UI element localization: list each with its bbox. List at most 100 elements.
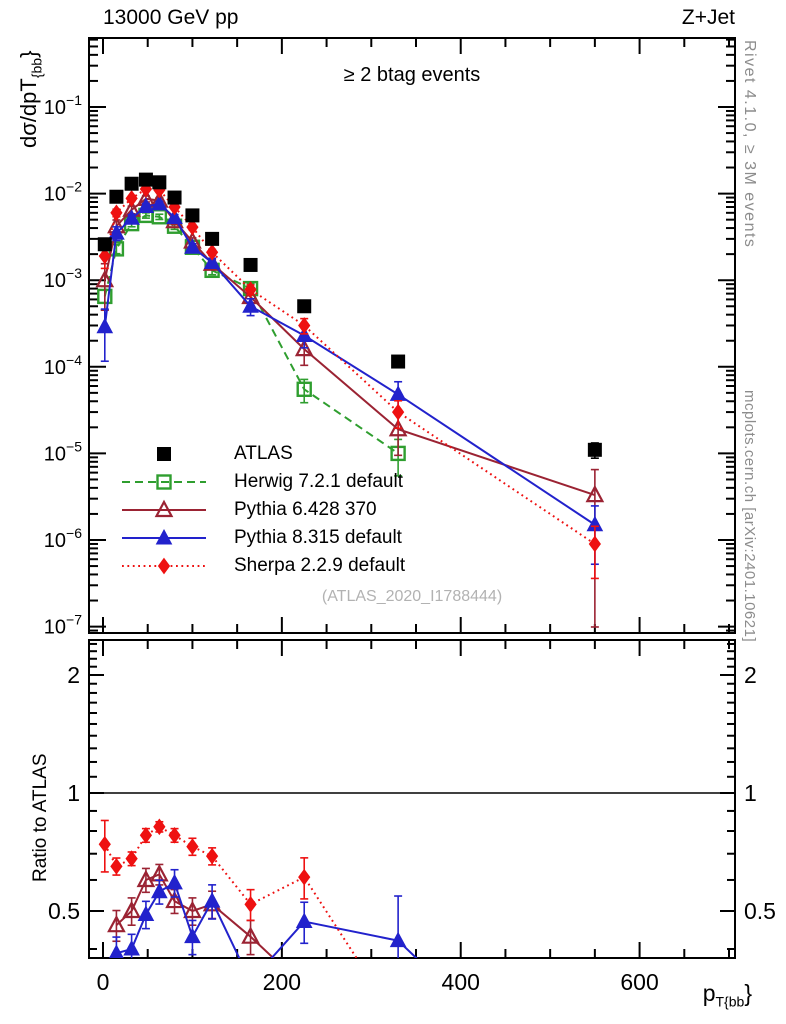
data-marker [123, 939, 140, 956]
data-marker [125, 850, 138, 868]
data-marker [393, 1015, 404, 1024]
ratio-y-tick-label-right: 0.5 [744, 898, 776, 924]
data-marker [122, 900, 141, 919]
series-pythia-6-428-370-ratio [107, 863, 275, 958]
legend-marker-sample [122, 474, 206, 490]
main-y-tick-label: 10−1 [44, 92, 82, 119]
data-marker [205, 231, 220, 246]
y-axis-label-sub: {bb [28, 57, 45, 79]
legend-item-pythia-6-428-370: Pythia 6.428 370 [116, 496, 405, 524]
data-marker [391, 354, 406, 369]
ratio-y-tick-label-right: 1 [744, 780, 757, 806]
data-marker [244, 281, 257, 298]
data-marker [166, 873, 183, 890]
data-marker [184, 927, 201, 944]
data-marker [136, 869, 156, 888]
legend-item-herwig-7-2-1-default: Herwig 7.2.1 default [116, 468, 405, 496]
data-marker [184, 238, 201, 254]
data-marker [166, 208, 183, 224]
data-marker [109, 944, 124, 958]
data-marker [243, 974, 258, 988]
axis-ticks [89, 38, 735, 958]
data-marker [242, 297, 259, 313]
data-marker [107, 914, 126, 933]
ratio-y-tick-label: 0.5 [48, 898, 80, 924]
main-y-tick-label: 10−2 [44, 179, 82, 206]
ratio-axis-label: Ratio to ATLAS [30, 753, 51, 883]
data-marker [138, 172, 153, 187]
main-y-tick-label: 10−5 [44, 438, 82, 465]
series-atlas [97, 172, 602, 460]
y-axis-label: dσ/dpT{bb} [16, 51, 44, 148]
series-sherpa-2-2-9-default-ratio [98, 818, 404, 1024]
data-marker [151, 882, 168, 899]
ratio-panel-frame [88, 639, 736, 959]
data-marker [203, 892, 221, 908]
legend-item-sherpa-2-2-9-default: Sherpa 2.2.9 default [116, 552, 405, 580]
data-marker [151, 194, 168, 211]
x-tick-label: 400 [442, 969, 480, 995]
data-marker [168, 826, 181, 844]
plot-root: 10−1 10−2 10−3 10−4 10−5 10−6 10−7 0 200 400 600 2 2… [44, 37, 776, 1024]
data-marker [587, 442, 602, 457]
y-axis-label-base: dσ/dpT [16, 78, 41, 148]
data-marker [244, 895, 257, 913]
data-marker [186, 838, 199, 855]
y-axis-label-close: } [16, 50, 41, 58]
x-axis-label-base: p [702, 980, 716, 1006]
x-tick-label: 600 [620, 969, 658, 995]
legend: ATLAS Herwig 7.2.1 default Pythia 6.428 37… [116, 440, 405, 580]
data-marker [186, 218, 199, 236]
data-marker [389, 931, 407, 948]
ratio-y-tick-label: 2 [67, 662, 80, 688]
panel-title: ≥ 2 btag events [343, 64, 481, 86]
legend-marker-sample [122, 528, 206, 545]
main-panel-frame [88, 37, 736, 634]
data-marker [165, 890, 184, 909]
mcplots-reference-note: mcplots.cern.ch [arXiv:2401.10621] [741, 390, 758, 643]
data-marker [110, 204, 123, 222]
rivet-version-note: Rivet 4.1.0, ≥ 3M events [741, 40, 758, 249]
series-sherpa-2-2-9-default [98, 180, 601, 580]
ratio-panel-series [98, 818, 418, 1024]
data-marker [98, 247, 111, 265]
beam-energy-title: 13000 GeV pp [103, 6, 239, 29]
data-marker [155, 528, 173, 545]
series-pythia-8-315-default-ratio [109, 868, 418, 988]
analysis-id-watermark: (ATLAS_2020_I1788444) [321, 588, 503, 605]
data-marker [297, 299, 312, 314]
legend-marker-sample [157, 447, 171, 461]
data-marker [157, 447, 171, 461]
main-panel-series [95, 172, 605, 628]
data-marker [137, 197, 155, 213]
data-marker [98, 835, 111, 853]
main-y-tick-label: 10−3 [44, 265, 82, 292]
data-marker [298, 317, 311, 334]
data-marker [185, 208, 200, 223]
data-marker [125, 190, 138, 207]
main-y-tick-label: 10−6 [44, 525, 82, 552]
x-tick-label: 200 [263, 969, 301, 995]
data-marker [203, 253, 221, 270]
data-marker [167, 190, 182, 205]
main-y-tick-label: 10−4 [44, 352, 82, 379]
data-marker [295, 912, 313, 929]
data-marker [124, 176, 139, 191]
legend-label: ATLAS [234, 443, 293, 464]
data-marker [389, 385, 407, 401]
legend-label: Herwig 7.2.1 default [234, 471, 403, 492]
data-marker [153, 818, 166, 836]
data-marker [205, 847, 219, 865]
data-marker [152, 175, 167, 190]
ratio-y-tick-label: 1 [67, 780, 80, 806]
data-marker [97, 237, 112, 252]
legend-label: Pythia 8.315 default [234, 527, 402, 548]
data-marker [109, 189, 124, 204]
data-marker [96, 317, 114, 334]
main-y-tick-label: 10−7 [44, 612, 82, 639]
data-marker [154, 499, 174, 518]
x-axis-label: pT{bb} [703, 980, 752, 1010]
series-pythia-8-315-default [96, 194, 604, 566]
data-marker [157, 557, 171, 575]
tick-labels: 10−1 10−2 10−3 10−4 10−5 10−6 10−7 0 200 400 600 2 2… [44, 92, 776, 995]
